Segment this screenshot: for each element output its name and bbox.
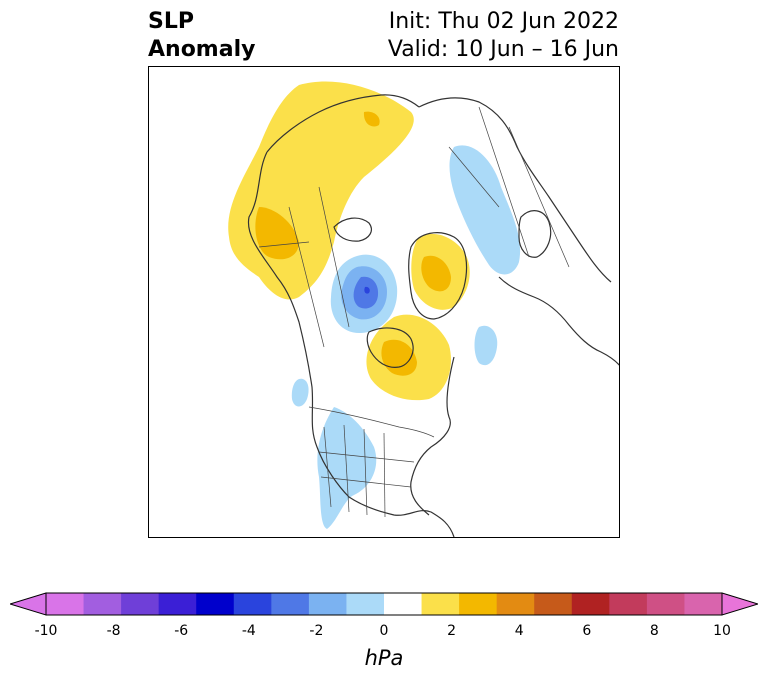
border-states-3 (363, 428, 368, 516)
colorbar-tick-label: -8 (106, 623, 121, 639)
colorbar-segment (534, 593, 573, 615)
anomaly-beaufort-low-center (364, 286, 370, 294)
coast-greenland (408, 232, 468, 320)
colorbar (8, 590, 760, 620)
anomaly-greenland-core (421, 255, 451, 292)
colorbar-svg (8, 592, 760, 616)
colorbar-segment (158, 593, 197, 615)
colorbar-segment (346, 593, 385, 615)
colorbar-tick-label: 2 (447, 623, 457, 639)
coast-europe (498, 276, 619, 366)
valid-range: Valid: 10 Jun – 16 Jun (387, 37, 619, 62)
colorbar-tick-label: 8 (649, 623, 659, 639)
colorbar-segment (496, 593, 535, 615)
coast-scandinavia (518, 210, 552, 258)
border-states-1 (323, 426, 332, 508)
colorbar-segment (646, 593, 685, 615)
colorbar-segment (196, 593, 235, 615)
colorbar-segment (46, 593, 85, 615)
border-us-canada (308, 406, 435, 438)
colorbar-tick-label: -4 (241, 623, 256, 639)
border-states-6 (320, 476, 412, 488)
colorbar-ticks: -10 -8 -6 -4 -2 0 2 4 6 8 10 (0, 623, 768, 643)
title-line-1: SLP (148, 9, 194, 34)
border-states-5 (318, 451, 415, 463)
colorbar-segment (684, 593, 723, 615)
colorbar-segment (233, 593, 272, 615)
interior-borders (258, 106, 570, 518)
coast-alaska (266, 94, 420, 153)
colorbar-outline (45, 592, 723, 616)
colorbar-tick-label: 10 (713, 623, 731, 639)
anomaly-nw-canada-core2 (363, 111, 380, 127)
coast-siberia (418, 97, 612, 283)
coast-north-america-east (410, 356, 455, 516)
colorbar-tick-label: -6 (174, 623, 189, 639)
colorbar-segment (83, 593, 122, 615)
colorbar-segment (459, 593, 498, 615)
colorbar-segment (308, 593, 347, 615)
colorbar-over-triangle (721, 592, 760, 616)
coast-arctic-islands (333, 217, 372, 242)
colorbar-segment (609, 593, 648, 615)
colorbar-segment (121, 593, 160, 615)
colorbar-segment (384, 593, 423, 615)
forecast-dates: Init: Thu 02 Jun 2022 Valid: 10 Jun – 16… (388, 8, 619, 64)
coast-hudson-bay (366, 327, 414, 368)
init-date: Init: Thu 02 Jun 2022 (388, 9, 619, 34)
border-states-2 (343, 424, 350, 513)
colorbar-tick-label: 0 (379, 623, 389, 639)
colorbar-under-triangle (8, 592, 47, 616)
colorbar-tick-label: 6 (582, 623, 592, 639)
colorbar-tick-label: -10 (34, 623, 58, 639)
anomaly-ne-pacific (291, 378, 309, 407)
title-line-2: Anomaly (148, 37, 256, 62)
colorbar-tick-label: 4 (514, 623, 524, 639)
colorbar-segment (421, 593, 460, 615)
colorbar-unit: hPa (364, 646, 404, 670)
colorbar-segment (271, 593, 310, 615)
border-canada-provinces (258, 186, 350, 348)
anomaly-siberia (449, 145, 521, 275)
colorbar-segment (571, 593, 610, 615)
map-canvas (149, 67, 619, 537)
border-states-4 (383, 432, 386, 518)
border-siberia-regions (448, 106, 570, 268)
anomaly-north-atlantic (474, 325, 498, 366)
map-title: SLP Anomaly (148, 8, 255, 64)
colorbar-tick-label: -2 (309, 623, 324, 639)
map-panel (148, 66, 620, 538)
